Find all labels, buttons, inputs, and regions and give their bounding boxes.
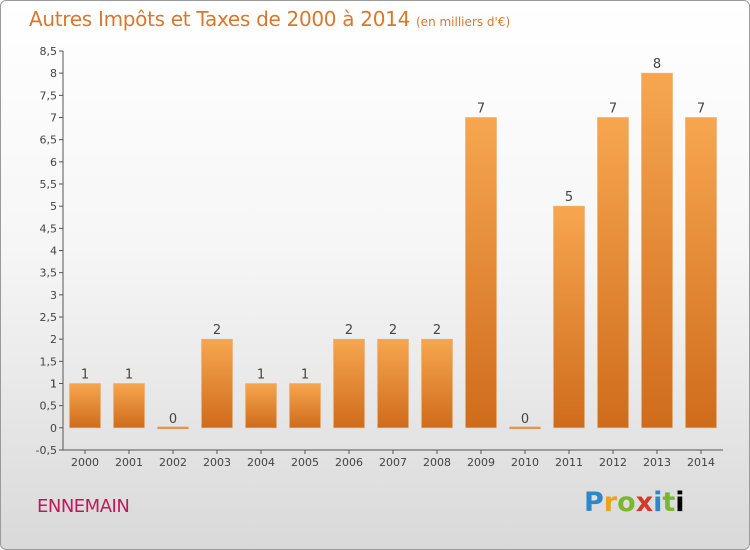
y-tick-label: 2	[50, 333, 57, 346]
bar-2013	[641, 72, 673, 429]
y-tick-label: 8,5	[40, 45, 58, 58]
bar-2009	[465, 117, 497, 429]
data-label: 2	[389, 323, 397, 338]
x-tick-label: 2000	[71, 456, 99, 469]
proxiti-logo: Proxiti	[584, 487, 685, 518]
bar-2005	[289, 383, 321, 429]
data-label: 2	[345, 323, 353, 338]
brand-letter: x	[635, 487, 654, 518]
y-tick-label: 0	[50, 422, 57, 435]
y-tick-label: 0,5	[40, 400, 58, 413]
data-label: 2	[213, 323, 221, 338]
x-tick-label: 2008	[423, 456, 451, 469]
y-tick-label: 4,5	[40, 222, 58, 235]
data-label: 5	[565, 190, 573, 205]
y-tick-label: 5	[50, 200, 57, 213]
bar-2012	[597, 117, 629, 429]
brand-letter: r	[603, 487, 618, 518]
y-tick-label: 3	[50, 289, 57, 302]
chart-axes: -0,5 0 0,5 1 1 1,5 2 2,5 3 3,5 4 4,5 5 5,5 6 6,5 7 7,5 8 8,…	[36, 45, 723, 469]
x-tick-label: 2001	[115, 456, 143, 469]
brand-letter: o	[617, 487, 636, 518]
x-tick-label: 2003	[203, 456, 231, 469]
y-tick-label: 1	[50, 378, 57, 391]
x-tick-label: 2013	[643, 456, 671, 469]
bar-2007	[377, 338, 409, 429]
bar-2000	[69, 383, 101, 429]
x-tick-label: 2002	[159, 456, 187, 469]
y-tick-label: 2,5	[40, 311, 58, 324]
x-tick-label: 2012	[599, 456, 627, 469]
bar-2003	[201, 338, 233, 429]
bar-2006	[333, 338, 365, 429]
bar-2002	[157, 426, 189, 430]
x-tick-label: 2011	[555, 456, 583, 469]
data-label: 0	[521, 412, 529, 427]
brand-letter: i	[653, 487, 663, 518]
chart-bars: 1 1 0 2 1 1 2 2 2 7 0 5 7 8 7	[69, 57, 717, 430]
y-tick-label: 3,5	[40, 267, 58, 280]
y-tick-label: 1,5	[40, 355, 58, 368]
bar-2008	[421, 338, 453, 429]
data-label: 8	[653, 57, 661, 72]
y-tick-label: -0,5	[36, 444, 57, 457]
x-tick-label: 2010	[511, 456, 539, 469]
y-tick-label: 7	[50, 112, 57, 125]
x-tick-label: 2007	[379, 456, 407, 469]
y-tick-label: 5,5	[40, 178, 58, 191]
brand-letter: P	[584, 487, 604, 518]
bar-2004	[245, 383, 277, 429]
data-label: 0	[169, 412, 177, 427]
x-tick-label: 2009	[467, 456, 495, 469]
y-tick-label: 6,5	[40, 134, 58, 147]
data-label: 1	[125, 368, 133, 383]
bar-2011	[553, 205, 585, 429]
data-label: 1	[301, 368, 309, 383]
y-tick-label: 6	[50, 156, 57, 169]
data-label: 1	[257, 368, 265, 383]
y-tick-label: 7,5	[40, 89, 58, 102]
commune-name: ENNEMAIN	[37, 496, 130, 517]
x-tick-label: 2006	[335, 456, 363, 469]
data-label: 7	[477, 102, 485, 117]
data-label: 1	[81, 368, 89, 383]
data-label: 7	[609, 102, 617, 117]
chart-title: Autres Impôts et Taxes de 2000 à 2014 (en…	[29, 7, 510, 31]
brand-letter: i	[675, 487, 685, 518]
y-tick-label: 1	[50, 378, 57, 391]
data-label: 7	[697, 102, 705, 117]
bar-2014	[685, 117, 717, 429]
y-tick-label: 8	[50, 67, 57, 80]
title-main: Autres Impôts et Taxes de 2000 à 2014	[29, 7, 410, 31]
bar-2010	[509, 426, 541, 430]
x-tick-label: 2014	[687, 456, 715, 469]
brand-letter: t	[662, 487, 676, 518]
x-tick-label: 2005	[291, 456, 319, 469]
y-tick-label: 4	[50, 245, 57, 258]
x-tick-label: 2004	[247, 456, 275, 469]
title-unit-note: (en milliers d'€)	[416, 15, 511, 29]
bar-2001	[113, 383, 145, 429]
data-label: 2	[433, 323, 441, 338]
